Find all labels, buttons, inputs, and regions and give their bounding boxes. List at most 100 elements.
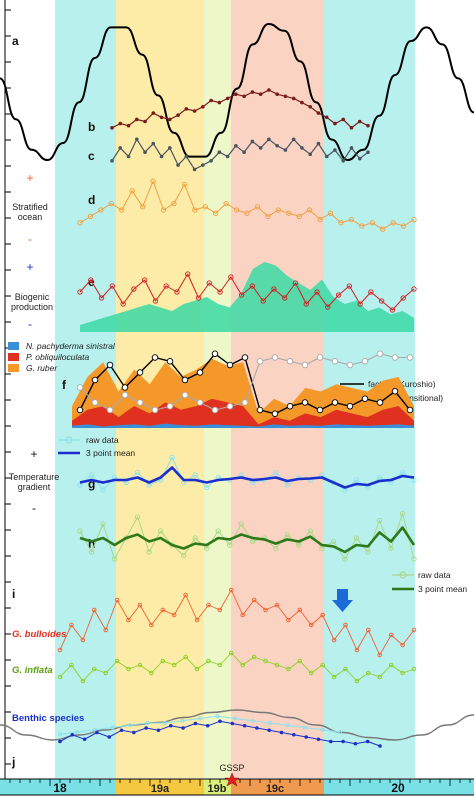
panel-b-series-0-point bbox=[324, 115, 329, 120]
panel-d-series-0-point bbox=[192, 207, 198, 213]
panel-i-series-1-point bbox=[286, 666, 291, 672]
panel-i-series-1-point bbox=[80, 678, 86, 684]
panel-j-series-0-point bbox=[255, 726, 259, 730]
panel-h-series-0-point bbox=[100, 521, 106, 527]
panel-c-series-0-point bbox=[316, 141, 321, 146]
panel-g-series-0-point bbox=[204, 484, 210, 491]
stratified-label-line1: Stratified bbox=[12, 202, 48, 212]
panel-e-series-0-point bbox=[379, 298, 385, 304]
panel-f-series-1-point bbox=[256, 358, 264, 365]
panel-f-series-1-point bbox=[301, 361, 309, 369]
panel-f-series-0 bbox=[76, 350, 414, 418]
panel-c-series-0-point bbox=[168, 146, 172, 150]
legend-f-pachyderma: N. pachyderma sinistral bbox=[26, 341, 116, 351]
panel-c-series-0-point bbox=[283, 148, 288, 152]
panel-i-series-1-line bbox=[59, 652, 415, 682]
panel-i-series-0-point bbox=[308, 622, 314, 628]
panel-b-series-0-point bbox=[184, 107, 189, 111]
panel-c-series-0-point bbox=[134, 137, 139, 142]
stage-bar-20 bbox=[324, 779, 474, 795]
panel-f-series-1-point bbox=[361, 358, 369, 365]
panel-i-series-0-point bbox=[274, 602, 280, 608]
panel-letter-f: f bbox=[62, 378, 67, 392]
panel-h-series-0-point bbox=[134, 514, 141, 520]
panel-b-series-0-point bbox=[267, 88, 271, 92]
panel-h-series-0-point bbox=[411, 556, 417, 562]
panel-b-series-0-point bbox=[357, 119, 362, 124]
panel-f-series-1-point bbox=[286, 358, 294, 365]
panel-f-series-0-point bbox=[256, 406, 264, 414]
panel-e-series-0-point bbox=[303, 301, 309, 307]
panel-i-series-1-point bbox=[103, 670, 108, 676]
legend-h-mean: 3 point mean bbox=[418, 584, 467, 594]
panel-h-series-0-point bbox=[111, 556, 118, 562]
panel-letter-a: a bbox=[12, 34, 19, 48]
panel-j-series-0-point bbox=[70, 732, 75, 737]
panel-b-series-0-point bbox=[143, 119, 147, 124]
panel-e-series-0-point bbox=[228, 274, 234, 280]
panel-b-series-0-point bbox=[242, 94, 246, 99]
panel-i-series-1-point bbox=[240, 662, 245, 668]
panel-d-series-0-point bbox=[171, 200, 177, 207]
panel-letter-g: g bbox=[88, 477, 95, 491]
panel-j-series-1-point bbox=[197, 716, 203, 721]
panel-j-series-0-point bbox=[267, 728, 272, 733]
stage-bar-ticks bbox=[9, 779, 471, 786]
stage-bar-19a bbox=[116, 779, 204, 795]
panel-i-series-0-point bbox=[240, 612, 245, 618]
panel-j-series-0-point bbox=[144, 726, 148, 730]
panel-j-series-1-point bbox=[145, 720, 150, 726]
panel-d-series-0-line bbox=[79, 180, 415, 230]
panel-g-series-0-point bbox=[100, 487, 106, 493]
legend-g: raw data 3 point mean bbox=[58, 435, 135, 458]
panel-b-series-0-point bbox=[159, 115, 164, 120]
legend-h-marker-raw bbox=[399, 571, 407, 579]
panel-f-series-0-point bbox=[376, 399, 384, 406]
panel-i-series-0-point bbox=[343, 622, 348, 628]
panel-h-series-0-point bbox=[296, 542, 302, 548]
panel-i-series-0-point bbox=[137, 602, 143, 608]
gssp-marker: GSSP bbox=[219, 763, 245, 787]
panel-i-series-1-point bbox=[411, 666, 417, 672]
legend-h-raw: raw data bbox=[418, 570, 451, 580]
panel-j-series-1-point bbox=[302, 725, 308, 730]
panel-i-series-1-point bbox=[114, 658, 120, 664]
panel-c-series-0-point bbox=[143, 150, 147, 154]
temperature-label-line2: gradient bbox=[18, 482, 51, 492]
panel-e-series-0-point bbox=[185, 271, 191, 277]
panel-b-series-0-point bbox=[291, 96, 296, 101]
panel-j-series-0-point bbox=[230, 721, 235, 726]
tick-label-19a: 19a bbox=[151, 783, 170, 795]
panel-c-series-0-line bbox=[111, 138, 369, 170]
biogenic-label-line2: production bbox=[11, 302, 53, 312]
panel-h-series-0-point bbox=[192, 535, 198, 541]
panel-e-series-0-point bbox=[368, 289, 374, 295]
panel-b-series-0-point bbox=[126, 123, 131, 128]
panel-i-series-0-point bbox=[400, 642, 405, 648]
panel-h-series-0-point bbox=[227, 542, 233, 548]
temperature-label-line1: Temperature bbox=[9, 472, 60, 482]
panel-e-series-0-point bbox=[335, 292, 342, 298]
stratified-label-line2: ocean bbox=[18, 212, 43, 222]
panel-i-series-0-point bbox=[183, 592, 188, 598]
panel-f-series-1-point bbox=[121, 391, 129, 399]
panel-b-series-0-point bbox=[201, 105, 205, 109]
panel-d-series-0-point bbox=[296, 213, 302, 220]
panel-e-series-0-point bbox=[152, 298, 159, 304]
panel-letter-c: c bbox=[88, 149, 95, 163]
panel-f-series-0-point bbox=[271, 410, 279, 418]
panel-e-series-0-point bbox=[357, 301, 363, 307]
panel-j-series-1-point bbox=[110, 725, 115, 730]
panel-i-series-1-point bbox=[69, 662, 74, 668]
panel-h-series-0-point bbox=[342, 556, 348, 562]
panel-e-series-0-point bbox=[282, 295, 288, 301]
side-label-biogenic: + Biogenic production - bbox=[11, 260, 53, 331]
panel-i-series-0-point bbox=[206, 602, 211, 608]
panel-b-series-0-point bbox=[151, 111, 156, 115]
panel-h-series-0 bbox=[77, 510, 417, 562]
panel-f-series-1-point bbox=[391, 354, 399, 361]
panel-i-series-1-point bbox=[149, 670, 154, 676]
panel-j-series-0-point bbox=[82, 737, 87, 742]
panel-b-series-0-point bbox=[308, 105, 312, 109]
panel-d-series-0-point bbox=[87, 213, 94, 220]
